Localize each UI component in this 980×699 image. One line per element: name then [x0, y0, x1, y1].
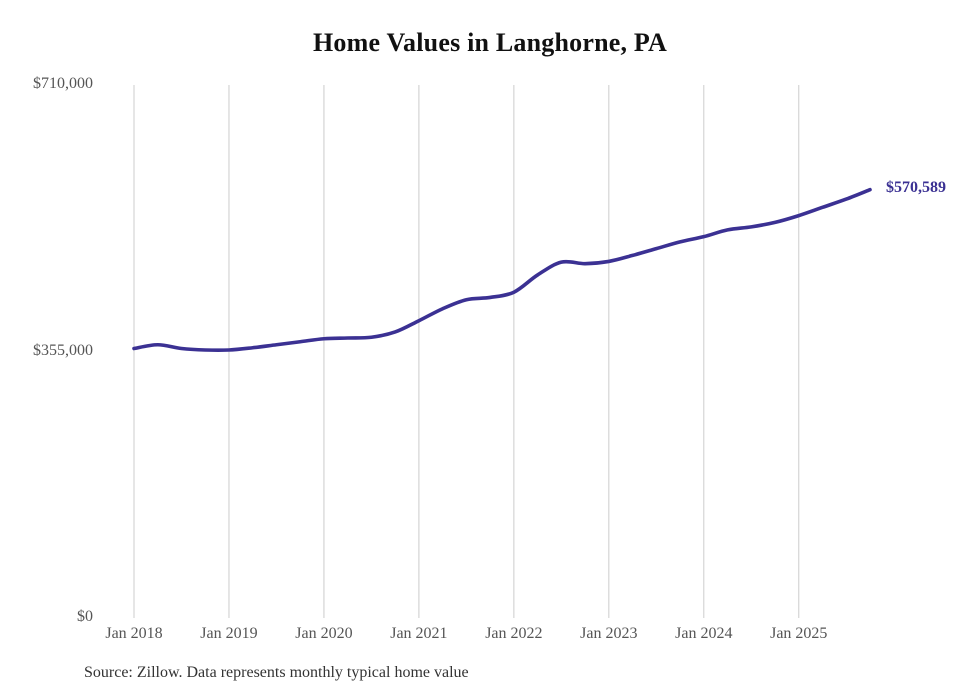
- x-axis-tick-label: Jan 2022: [485, 625, 543, 642]
- x-axis-tick-label: Jan 2023: [580, 625, 638, 642]
- x-axis-tick-label: Jan 2020: [295, 625, 353, 642]
- page-title: Home Values in Langhorne, PA: [313, 28, 667, 57]
- gridlines: [133, 85, 800, 618]
- y-axis-tick-label: $355,000: [33, 341, 93, 359]
- x-axis-tick-label: Jan 2024: [675, 625, 733, 642]
- series-line-group: [132, 187, 872, 353]
- y-axis-tick-label: $710,000: [33, 75, 93, 92]
- source-note: Source: Zillow. Data represents monthly …: [84, 664, 469, 681]
- x-axis-tick-label: Jan 2019: [200, 625, 258, 642]
- x-axis-tick-label: Jan 2021: [390, 625, 448, 642]
- x-axis-tick-label: Jan 2018: [105, 625, 163, 642]
- y-axis-tick-label: $0: [77, 608, 93, 625]
- end-value-annotation: $570,589: [886, 178, 946, 196]
- x-axis-tick-label: Jan 2025: [770, 625, 828, 642]
- series-line: [132, 187, 872, 353]
